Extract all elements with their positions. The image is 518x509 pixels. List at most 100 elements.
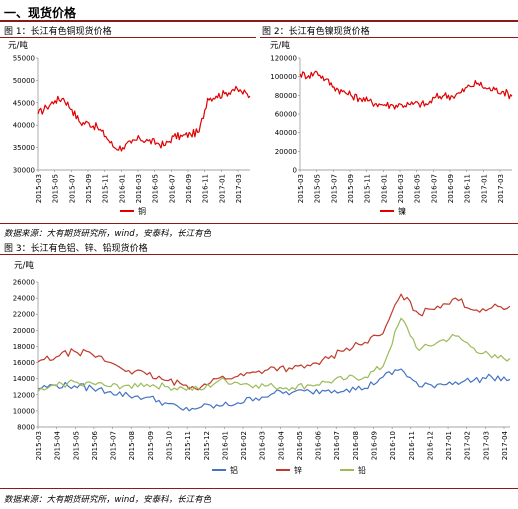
- y-tick-label: 10000: [13, 407, 35, 415]
- y-tick-label: 40000: [275, 129, 297, 137]
- x-tick-label: 2015-08: [128, 431, 136, 460]
- x-tick-label: 2016-02: [240, 431, 248, 460]
- x-tick-label: 2016-03: [135, 174, 143, 203]
- x-tick-label: 2015-11: [364, 174, 372, 203]
- x-tick-label: 2016-03: [259, 431, 267, 460]
- y-tick-label: 45000: [13, 99, 35, 107]
- source-rule-bottom: [0, 488, 518, 489]
- y-tick-label: 40000: [13, 122, 35, 130]
- x-tick-label: 2015-09: [147, 431, 155, 460]
- y-tick-label: 14000: [13, 375, 35, 383]
- x-tick-label: 2017-02: [464, 431, 472, 460]
- x-tick-label: 2015-06: [91, 430, 99, 460]
- legend-label: 铜: [138, 206, 146, 216]
- x-tick-label: 2015-09: [85, 174, 93, 203]
- series-line-0: [37, 85, 251, 152]
- x-tick-label: 2015-07: [68, 174, 76, 203]
- x-tick-label: 2017-01: [218, 174, 226, 203]
- y-tick-label: 55000: [13, 55, 35, 63]
- legend-label: 铅: [358, 465, 366, 475]
- x-tick-label: 2017-04: [501, 430, 509, 460]
- x-tick-label: 2016-07: [168, 174, 176, 203]
- figure-3-caption: 图 3：长江有色铝、锌、铅现货价格: [4, 244, 148, 254]
- x-tick-label: 2016-09: [185, 174, 193, 203]
- data-source-1: 数据来源：大有期货研究所，wind，安泰科，长江有色: [4, 229, 212, 239]
- nickel-price-chart: 元/吨1200001000008000060000400002000002015…: [270, 40, 513, 216]
- x-tick-label: 2015-11: [184, 431, 192, 460]
- x-tick-label: 2015-07: [110, 431, 118, 460]
- y-unit-label: 元/吨: [14, 260, 34, 271]
- y-tick-label: 30000: [13, 167, 35, 175]
- x-tick-label: 2016-05: [152, 174, 160, 203]
- x-tick-label: 2015-11: [102, 174, 110, 203]
- y-tick-label: 80000: [275, 92, 297, 100]
- y-tick-label: 26000: [13, 279, 35, 287]
- y-tick-label: 20000: [275, 148, 297, 156]
- x-tick-label: 2016-08: [352, 431, 360, 460]
- x-tick-label: 2016-03: [397, 174, 405, 203]
- x-tick-label: 2016-04: [277, 430, 285, 460]
- legend-label: 锌: [294, 465, 302, 475]
- x-tick-label: 2017-03: [482, 431, 490, 460]
- y-tick-label: 16000: [13, 359, 35, 367]
- x-tick-label: 2016-09: [371, 431, 379, 460]
- x-tick-label: 2015-03: [35, 174, 43, 203]
- x-tick-label: 2016-11: [408, 431, 416, 460]
- x-tick-label: 2016-11: [202, 174, 210, 203]
- x-tick-label: 2017-01: [445, 431, 453, 460]
- x-tick-label: 2015-10: [165, 431, 173, 460]
- x-tick-label: 2017-03: [497, 174, 505, 203]
- figure-2-caption: 图 2：长江有色镍现货价格: [262, 27, 370, 37]
- x-tick-label: 2015-12: [203, 431, 211, 460]
- legend-label: 镍: [398, 206, 406, 216]
- x-tick-label: 2016-12: [426, 431, 434, 460]
- x-tick-label: 2015-03: [35, 431, 43, 460]
- x-tick-label: 2015-04: [54, 430, 62, 460]
- y-tick-label: 12000: [13, 391, 35, 399]
- figure-3-rule: [0, 254, 518, 255]
- y-tick-label: 24000: [13, 295, 35, 303]
- x-tick-label: 2015-03: [297, 174, 305, 203]
- data-source-2: 数据来源：大有期货研究所，wind，安泰科，长江有色: [4, 495, 212, 505]
- x-tick-label: 2016-01: [380, 174, 388, 203]
- x-tick-label: 2016-10: [389, 431, 397, 460]
- series-line-0: [37, 368, 511, 412]
- y-unit-label: 元/吨: [8, 40, 28, 51]
- x-tick-label: 2015-05: [314, 174, 322, 203]
- y-tick-label: 120000: [270, 55, 297, 63]
- x-tick-label: 2017-03: [235, 174, 243, 203]
- x-tick-label: 2017-01: [480, 174, 488, 203]
- y-tick-label: 22000: [13, 311, 35, 319]
- section-title: 一、现货价格: [4, 6, 77, 20]
- series-line-2: [37, 317, 511, 392]
- series-line-1: [37, 293, 511, 391]
- legend-label: 铝: [230, 465, 238, 475]
- x-tick-label: 2016-01: [221, 431, 229, 460]
- series-line-0: [299, 70, 513, 110]
- x-tick-label: 2016-01: [118, 174, 126, 203]
- x-tick-label: 2016-11: [464, 174, 472, 203]
- y-tick-label: 35000: [13, 144, 35, 152]
- x-tick-label: 2015-05: [52, 174, 60, 203]
- x-tick-label: 2015-09: [347, 174, 355, 203]
- copper-price-chart: 元/吨 55000 50000 45000 40000 35000 300002015-03…: [8, 40, 251, 216]
- source-rule-top: [0, 223, 518, 224]
- x-tick-label: 2016-07: [333, 431, 341, 460]
- y-tick-label: 60000: [275, 111, 297, 119]
- x-tick-label: 2016-07: [430, 174, 438, 203]
- y-tick-label: 50000: [13, 77, 35, 85]
- y-tick-label: 20000: [13, 327, 35, 335]
- y-tick-label: 8000: [17, 424, 35, 432]
- al-zn-pb-price-chart: 元/吨 26000 24000 22000 20000 18000 16000 14000 12…: [13, 260, 511, 475]
- x-tick-label: 2015-07: [330, 174, 338, 203]
- x-tick-label: 2016-09: [447, 174, 455, 203]
- x-tick-label: 2016-05: [414, 174, 422, 203]
- figure-2-rule: [260, 37, 518, 38]
- x-tick-label: 2016-05: [296, 431, 304, 460]
- y-unit-label: 元/吨: [270, 40, 290, 51]
- y-tick-label: 100000: [270, 73, 297, 81]
- y-tick-label: 18000: [13, 343, 35, 351]
- section-divider: [0, 20, 518, 22]
- figure-1-rule: [0, 37, 256, 38]
- x-tick-label: 2016-06: [315, 430, 323, 460]
